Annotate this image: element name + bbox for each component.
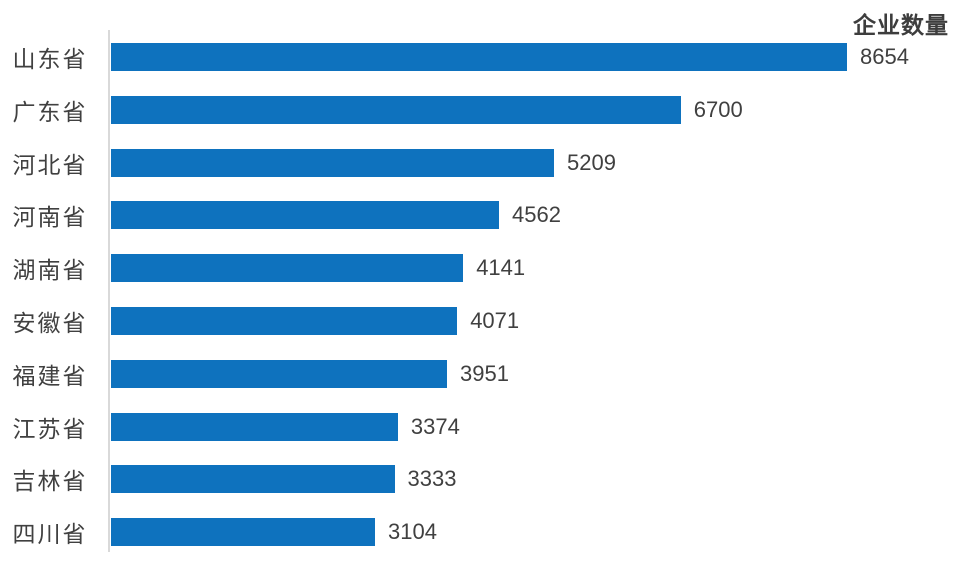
bar-row: 山东省 8654 <box>0 43 959 72</box>
category-label: 四川省 <box>12 521 88 547</box>
bar-row: 江苏省 3374 <box>0 413 959 442</box>
value-label: 3333 <box>407 466 457 491</box>
category-label: 江苏省 <box>12 416 88 442</box>
value-label: 4141 <box>476 255 526 280</box>
bar-row: 吉林省 3333 <box>0 465 959 494</box>
bar <box>111 43 847 71</box>
bar <box>111 307 458 335</box>
bar <box>111 96 681 124</box>
category-label: 福建省 <box>12 363 88 389</box>
bar-row: 四川省 3104 <box>0 518 959 547</box>
bar <box>111 413 398 441</box>
category-label: 河南省 <box>12 204 88 230</box>
bar-row: 广东省 6700 <box>0 96 959 125</box>
bar <box>111 360 447 388</box>
value-label: 8654 <box>860 44 909 69</box>
category-label: 湖南省 <box>12 257 88 283</box>
chart-title: 企业数量 <box>853 12 949 38</box>
bar-row: 福建省 3951 <box>0 360 959 389</box>
category-label: 吉林省 <box>12 468 88 494</box>
value-label: 4562 <box>512 202 561 227</box>
value-label: 3374 <box>410 414 460 439</box>
value-label: 4071 <box>470 308 520 333</box>
bar <box>111 518 375 546</box>
bar-row: 湖南省 4141 <box>0 254 959 283</box>
bar-row: 河南省 4562 <box>0 201 959 230</box>
y-axis-line <box>108 30 110 552</box>
value-label: 3104 <box>388 519 437 544</box>
bar <box>111 254 464 282</box>
bar-row: 河北省 5209 <box>0 149 959 178</box>
bar <box>111 465 395 493</box>
value-label: 5209 <box>567 150 616 175</box>
value-label: 6700 <box>693 97 743 122</box>
value-label: 3951 <box>460 361 509 386</box>
category-label: 安徽省 <box>12 310 88 336</box>
bar-row: 安徽省 4071 <box>0 307 959 336</box>
category-label: 广东省 <box>12 99 88 125</box>
category-label: 山东省 <box>12 46 88 72</box>
bar <box>111 149 554 177</box>
category-label: 河北省 <box>12 152 88 178</box>
bar <box>111 201 499 229</box>
